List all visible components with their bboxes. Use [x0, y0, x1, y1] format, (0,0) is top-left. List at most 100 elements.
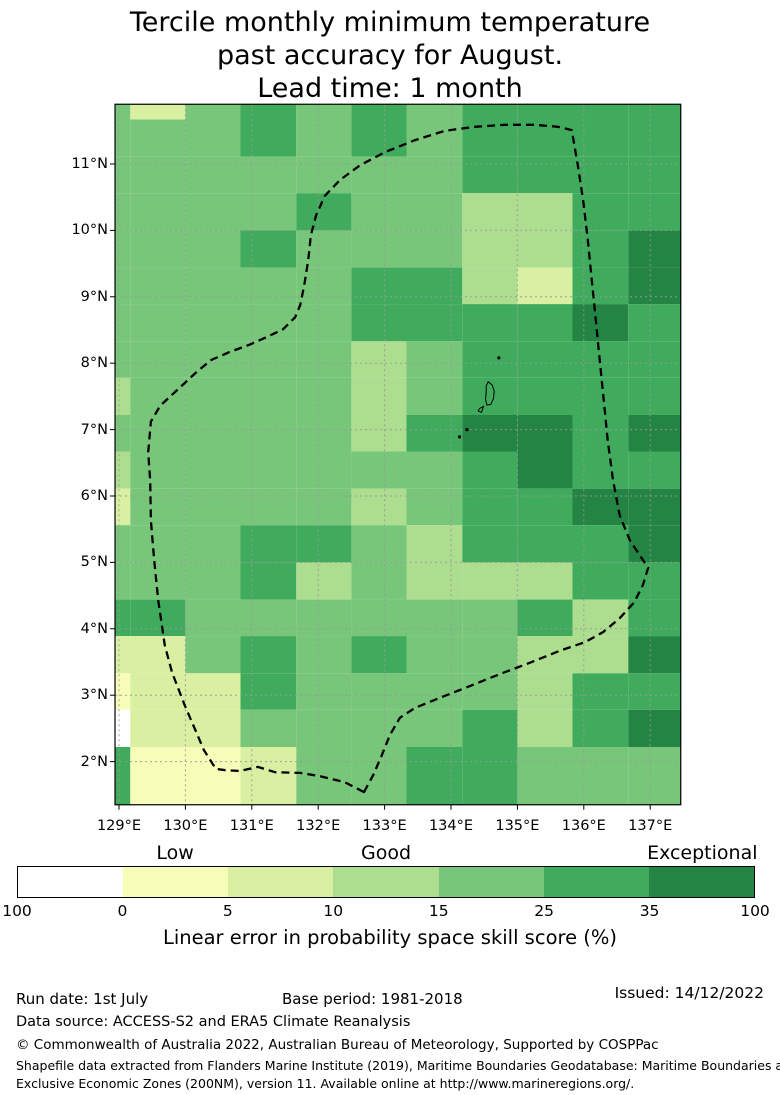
x-tick-label: 132°E	[296, 818, 341, 834]
grid-cell	[351, 341, 407, 378]
grid-cell	[406, 562, 463, 600]
grid-cell	[130, 525, 186, 563]
grid-cell	[628, 193, 681, 231]
grid-cell	[406, 377, 463, 415]
colorbar	[17, 866, 755, 898]
island-dot	[465, 428, 469, 432]
grid-cell	[296, 377, 352, 415]
grid-cell	[115, 709, 131, 747]
grid-cell	[628, 562, 681, 600]
colorbar-segment	[228, 867, 334, 897]
colorbar-segment	[648, 867, 754, 897]
grid-cell	[296, 119, 352, 157]
grid-cell	[462, 525, 518, 563]
y-tick-label: 10°N	[71, 222, 108, 239]
x-tick-label: 135°E	[495, 818, 540, 834]
grid-cell	[240, 488, 297, 526]
grid-cell	[351, 304, 407, 342]
grid-cell	[462, 156, 518, 194]
grid-cell	[115, 415, 131, 452]
eez-boundary-dashed	[147, 123, 650, 794]
grid-cell	[115, 488, 131, 526]
grid-cell	[240, 377, 297, 415]
grid-cell	[572, 747, 629, 805]
grid-cell	[572, 267, 629, 305]
grid-cell	[240, 451, 297, 489]
grid-cell	[628, 119, 681, 157]
grid-cell	[296, 488, 352, 526]
grid-cell	[351, 599, 407, 637]
grid-cell	[462, 193, 518, 231]
grid-cell	[628, 156, 681, 194]
grid-cell	[572, 636, 629, 674]
grid-cell	[572, 377, 629, 415]
data-source-text: Data source: ACCESS-S2 and ERA5 Climate …	[16, 1014, 411, 1030]
grid-cell	[115, 156, 131, 194]
grid-cell	[296, 341, 352, 378]
grid-cell	[130, 747, 186, 805]
grid-cell	[517, 156, 573, 194]
base-period-text: Base period: 1981-2018	[282, 990, 463, 1008]
colorbar-tick-label: 35	[639, 902, 660, 920]
grid-cell	[185, 747, 241, 805]
grid-cell	[115, 104, 131, 120]
grid-cell	[240, 341, 297, 378]
chart-title-line2: past accuracy for August.	[216, 40, 564, 71]
grid-cell	[572, 193, 629, 231]
grid-cell	[185, 599, 241, 637]
grid-cell	[185, 119, 241, 157]
grid-cell	[130, 230, 186, 268]
grid-cell	[185, 525, 241, 563]
grid-cell	[240, 267, 297, 305]
grid-cell	[462, 230, 518, 268]
grid-cell	[185, 415, 241, 452]
island-dot	[458, 435, 462, 439]
grid-cell	[406, 599, 463, 637]
grid-cell	[130, 709, 186, 747]
grid-cell	[240, 673, 297, 710]
grid-cell	[296, 230, 352, 268]
grid-cell	[130, 104, 186, 120]
grid-cell	[572, 230, 629, 268]
grid-cell	[628, 230, 681, 268]
grid-cell	[296, 599, 352, 637]
colorbar-tick-label: 25	[534, 902, 555, 920]
grid-cell	[296, 451, 352, 489]
grid-cell	[240, 562, 297, 600]
island-dot	[497, 356, 501, 360]
grid-cell	[185, 636, 241, 674]
grid-cell	[628, 304, 681, 342]
grid-cell	[628, 525, 681, 563]
island-outline	[477, 405, 485, 413]
grid-cell	[296, 709, 352, 747]
grid-cell	[130, 636, 186, 674]
grid-cell	[130, 341, 186, 378]
island-outline	[484, 381, 495, 406]
grid-cell	[351, 709, 407, 747]
grid-cell	[517, 193, 573, 231]
grid-cell	[351, 230, 407, 268]
y-tick-label: 7°N	[80, 421, 108, 438]
grid-cell	[296, 673, 352, 710]
grid-cell	[130, 304, 186, 342]
grid-cell	[240, 525, 297, 563]
grid-cell	[406, 525, 463, 563]
grid-cell	[572, 415, 629, 452]
grid-cell	[517, 636, 573, 674]
grid-cell	[296, 747, 352, 805]
grid-cell	[130, 488, 186, 526]
grid-cell	[130, 119, 186, 157]
grid-cell	[462, 673, 518, 710]
grid-cell	[406, 709, 463, 747]
grid-cell	[115, 341, 131, 378]
colorbar-segment	[18, 867, 124, 897]
grid-cell	[130, 415, 186, 452]
grid-cell	[351, 119, 407, 157]
grid-cell	[572, 562, 629, 600]
grid-cell	[462, 267, 518, 305]
grid-cell	[406, 341, 463, 378]
grid-cell	[517, 230, 573, 268]
grid-cell	[240, 156, 297, 194]
grid-cell	[572, 488, 629, 526]
grid-cell	[628, 341, 681, 378]
